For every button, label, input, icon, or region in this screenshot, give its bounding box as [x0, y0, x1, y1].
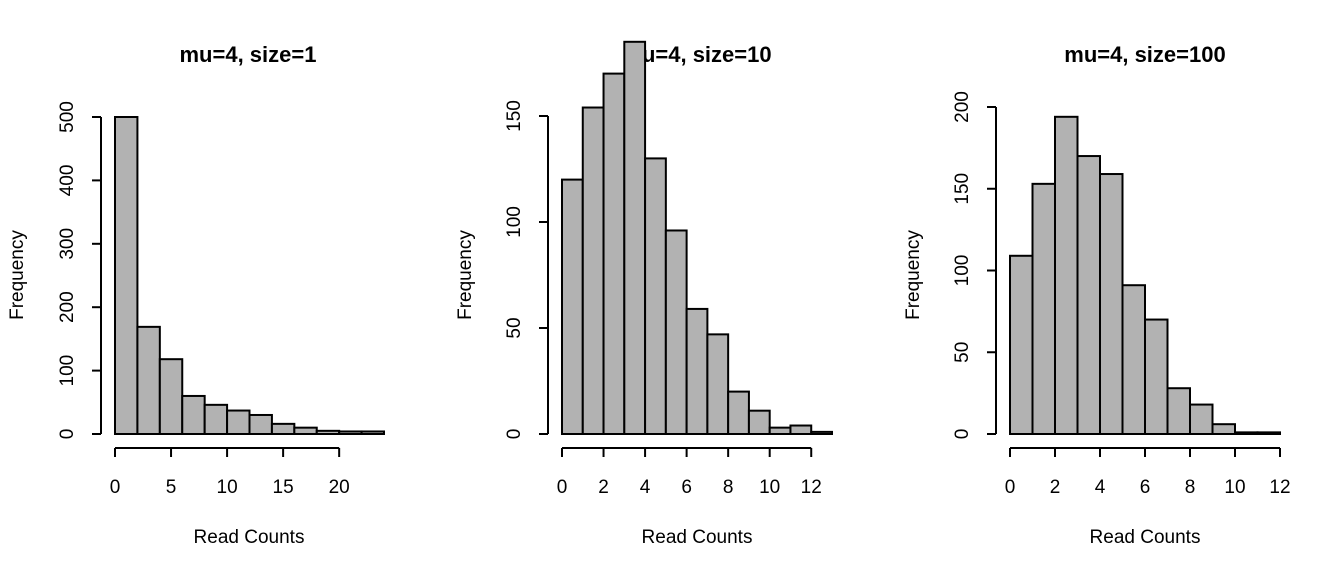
histogram-bar — [226, 409, 251, 435]
y-tick-label: 150 — [952, 173, 973, 205]
x-tick-label: 6 — [681, 477, 692, 498]
histogram-bar — [293, 426, 318, 436]
histogram-bar — [136, 325, 161, 436]
chart-title: mu=4, size=10 — [622, 42, 771, 67]
x-tick-label: 12 — [1269, 477, 1290, 498]
y-axis-label: Frequency — [7, 230, 28, 320]
histogram-panel: mu=4, size=10 Read Counts Frequency 0 2 4 6… — [455, 40, 834, 548]
histogram-bar — [727, 390, 750, 436]
y-tick-label: 50 — [504, 317, 525, 338]
histogram-bar — [1234, 431, 1259, 435]
histogram-bar — [338, 430, 363, 435]
x-tick-label: 10 — [217, 477, 238, 498]
x-tick-label: 8 — [723, 477, 734, 498]
x-tick-label: 15 — [273, 477, 294, 498]
chart-title: mu=4, size=1 — [180, 42, 317, 67]
histogram-bar — [1009, 254, 1034, 435]
histogram-bar — [1121, 284, 1146, 435]
histogram-bar — [360, 430, 386, 435]
histogram-bar — [158, 358, 184, 435]
y-tick-label: 200 — [57, 291, 78, 323]
y-tick-label: 50 — [952, 342, 973, 363]
y-tick-label: 400 — [57, 165, 78, 197]
x-tick-label: 6 — [1140, 477, 1151, 498]
histogram-bar — [789, 424, 813, 435]
x-axis-label: Read Counts — [194, 527, 305, 548]
histogram-bar — [561, 178, 584, 435]
x-tick-label: 12 — [801, 477, 822, 498]
histogram-bar — [685, 307, 709, 436]
histogram-bar — [602, 72, 626, 435]
x-tick-label: 4 — [1095, 477, 1106, 498]
histogram-bar — [315, 429, 341, 435]
histogram-bar — [623, 40, 647, 436]
histogram-bar — [581, 106, 605, 436]
y-axis-label: Frequency — [455, 230, 476, 320]
histogram-bar — [1099, 173, 1124, 435]
histogram-bar — [114, 116, 139, 435]
histogram-bar — [181, 394, 206, 435]
histogram-bar — [1144, 318, 1169, 435]
y-tick-label: 0 — [57, 429, 78, 440]
x-tick-label: 0 — [557, 477, 568, 498]
histogram-bar — [270, 422, 296, 435]
histogram-bar — [1031, 182, 1056, 435]
histogram-bar — [248, 413, 273, 436]
histogram-bar — [1256, 431, 1281, 435]
histogram-bar — [664, 229, 688, 435]
histogram-bar — [747, 409, 771, 435]
histogram-panel: mu=4, size=1 Read Counts Frequency 0 5 10 1… — [7, 42, 386, 548]
histogram-bar — [1211, 423, 1236, 436]
y-tick-label: 100 — [504, 206, 525, 238]
y-axis-label: Frequency — [903, 230, 924, 320]
histogram-bar — [1189, 403, 1214, 436]
y-tick-label: 100 — [952, 255, 973, 287]
histogram-panel: mu=4, size=100 Read Counts Frequency 0 2 4… — [903, 42, 1291, 548]
x-tick-label: 8 — [1185, 477, 1196, 498]
y-tick-label: 150 — [504, 100, 525, 132]
y-tick-label: 0 — [952, 429, 973, 440]
x-axis-label: Read Counts — [642, 527, 753, 548]
x-tick-label: 0 — [110, 477, 121, 498]
histogram-bar — [1166, 387, 1191, 435]
x-tick-label: 10 — [759, 477, 780, 498]
y-tick-label: 200 — [952, 91, 973, 123]
y-tick-label: 100 — [57, 355, 78, 387]
histogram-bar — [1076, 155, 1101, 436]
x-tick-label: 0 — [1005, 477, 1016, 498]
x-tick-label: 5 — [166, 477, 177, 498]
histogram-bar — [644, 157, 667, 435]
histogram-bar — [810, 430, 834, 436]
x-tick-label: 2 — [598, 477, 609, 498]
y-tick-label: 300 — [57, 228, 78, 260]
y-tick-label: 0 — [504, 429, 525, 440]
x-axis-label: Read Counts — [1090, 527, 1201, 548]
x-tick-label: 2 — [1050, 477, 1061, 498]
y-tick-label: 500 — [57, 101, 78, 133]
histogram-bar — [1054, 115, 1079, 435]
histogram-bar — [203, 403, 229, 435]
histogram-bar — [768, 426, 792, 436]
histogram-bar — [706, 333, 730, 435]
x-tick-label: 20 — [329, 477, 350, 498]
x-tick-label: 4 — [640, 477, 651, 498]
chart-title: mu=4, size=100 — [1064, 42, 1225, 67]
x-tick-label: 10 — [1224, 477, 1245, 498]
